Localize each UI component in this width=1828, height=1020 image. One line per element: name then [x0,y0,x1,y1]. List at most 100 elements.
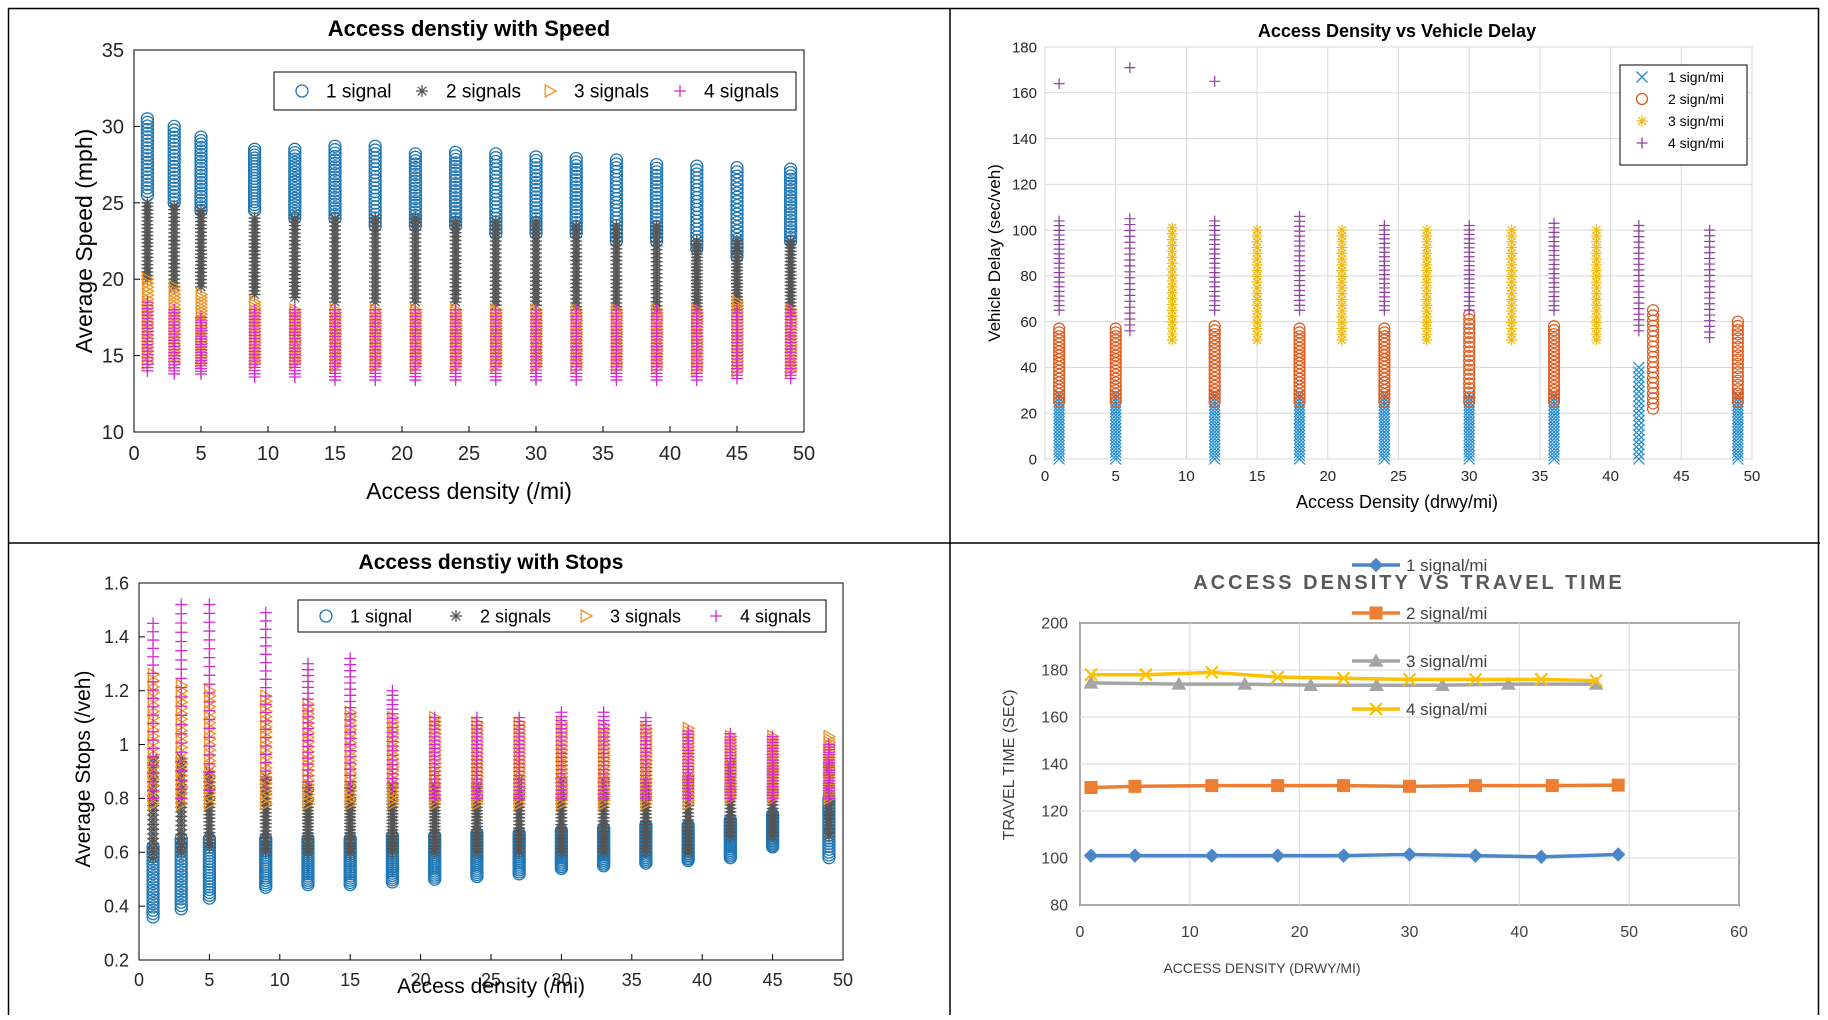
series-4-signals [147,598,835,805]
x-tick-label: 45 [726,443,748,465]
y-tick-label: 35 [102,40,124,62]
data-point [146,893,160,907]
stops-y-axis-label: Average Stops (/veh) [72,671,95,868]
data-point [288,152,302,166]
data-point [140,163,155,177]
data-point [649,187,664,201]
data-point [1731,395,1744,408]
data-point [1124,213,1136,225]
data-point [194,154,208,169]
data-point [167,123,181,137]
data-point [168,303,181,316]
data-point [1547,351,1561,365]
legend-item: 1 signal [295,82,392,103]
data-point [1208,371,1221,385]
legend-marker [674,85,686,97]
data-point [1468,779,1482,793]
data-point [1646,304,1660,317]
data-point [730,161,744,175]
data-point [328,139,342,153]
data-point [649,183,664,197]
y-tick-label: 20 [1020,405,1037,422]
y-tick-label: 140 [1041,757,1068,774]
data-point [1590,247,1602,259]
x-tick-label: 45 [763,970,783,990]
data-point [408,195,423,209]
panel-speed-chart: 0 5 10 15 20 25 30 35 40 45 50 10 15 20 25 30 35 Access … [10,10,948,542]
data-point [288,168,302,183]
data-point [168,279,182,294]
legend-label: 2 signals [446,82,521,103]
legend-marker [1368,653,1384,667]
data-point [428,711,441,724]
data-point [1731,349,1744,362]
data-point [1402,847,1417,862]
data-point [690,235,703,247]
data-point [1506,247,1518,259]
data-point [730,182,744,196]
data-point [167,163,181,177]
data-point [569,173,583,187]
legend-item: 2 sign/mi [1635,91,1724,107]
delay-chart: 0 5 10 15 20 25 30 35 40 45 50 0 20 40 60 80 100 120 140 16… [985,21,1760,512]
data-point [1109,326,1122,339]
data-point [1506,265,1518,277]
data-point [174,885,188,899]
data-point [1421,230,1433,242]
legend-item: 1 signal/mi [1352,556,1487,575]
data-point [140,181,155,195]
data-point [1534,849,1549,865]
data-point [140,115,155,130]
data-point [569,198,583,212]
data-point [329,212,341,225]
data-point [344,652,357,665]
legend-item: 3 sign/mi [1636,113,1724,129]
data-point [649,205,664,219]
data-point [408,178,423,192]
data-point [167,141,181,155]
data-point [1506,253,1518,265]
data-point [1547,343,1561,357]
travel-time-chart: 0 10 20 30 40 50 60 80 100 120 140 160 180 200 ACCESS… [1001,556,1748,976]
x-tick-label: 35 [592,443,614,465]
data-point [489,151,503,165]
data-point [448,145,463,160]
data-point [1336,265,1348,277]
data-point [288,149,302,163]
data-point [174,878,188,893]
data-point [1251,299,1263,311]
x-tick-label: 15 [340,970,360,990]
data-point [569,169,583,183]
y-tick-label: 15 [102,346,124,368]
data-point [1463,327,1476,340]
data-point [1166,222,1178,234]
data-point [1402,672,1417,687]
data-point [783,193,798,207]
data-point [1251,224,1263,236]
data-point [783,186,798,200]
y-tick-label: 140 [1012,131,1037,148]
data-point [1463,331,1476,344]
data-point [174,868,188,883]
series-2-signals [141,196,797,319]
data-point [1205,779,1219,793]
data-point [1731,387,1744,400]
data-point [1208,340,1221,353]
data-point [1166,257,1178,269]
data-point [174,862,188,876]
data-point [194,130,208,144]
series-2-sign-mi [1053,304,1744,415]
data-point [1336,224,1348,236]
legend-item: 3 signals [580,606,681,626]
data-point [1632,371,1645,384]
data-point [146,883,160,897]
data-point [1208,355,1221,369]
data-point [1336,322,1348,334]
legend-label: 4 signals [704,82,779,103]
data-point [1547,336,1561,349]
data-point [1166,251,1178,263]
data-point [328,187,342,201]
data-point [140,141,155,155]
data-point [1632,419,1645,432]
data-point [448,201,463,215]
